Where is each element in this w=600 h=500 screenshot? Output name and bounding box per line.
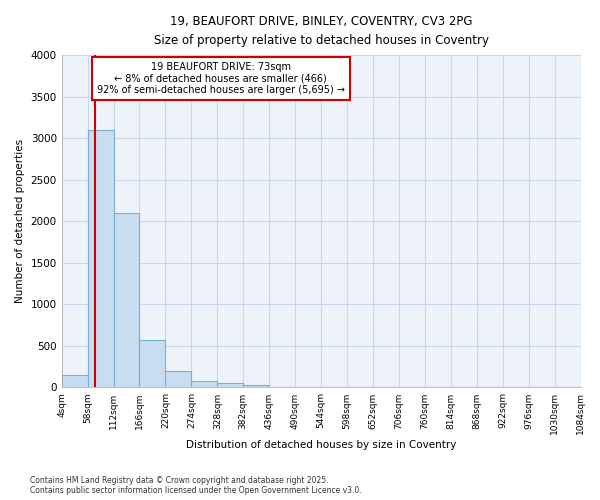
X-axis label: Distribution of detached houses by size in Coventry: Distribution of detached houses by size … — [186, 440, 456, 450]
Text: 19 BEAUFORT DRIVE: 73sqm
← 8% of detached houses are smaller (466)
92% of semi-d: 19 BEAUFORT DRIVE: 73sqm ← 8% of detache… — [97, 62, 344, 95]
Bar — [217, 384, 243, 388]
Bar — [243, 385, 269, 388]
Bar — [139, 340, 166, 388]
Bar — [191, 381, 217, 388]
Bar — [166, 371, 191, 388]
Text: Contains HM Land Registry data © Crown copyright and database right 2025.
Contai: Contains HM Land Registry data © Crown c… — [30, 476, 362, 495]
Bar — [62, 375, 88, 388]
Bar — [88, 130, 113, 388]
Y-axis label: Number of detached properties: Number of detached properties — [15, 139, 25, 304]
Bar — [113, 213, 139, 388]
Title: 19, BEAUFORT DRIVE, BINLEY, COVENTRY, CV3 2PG
Size of property relative to detac: 19, BEAUFORT DRIVE, BINLEY, COVENTRY, CV… — [154, 15, 488, 47]
